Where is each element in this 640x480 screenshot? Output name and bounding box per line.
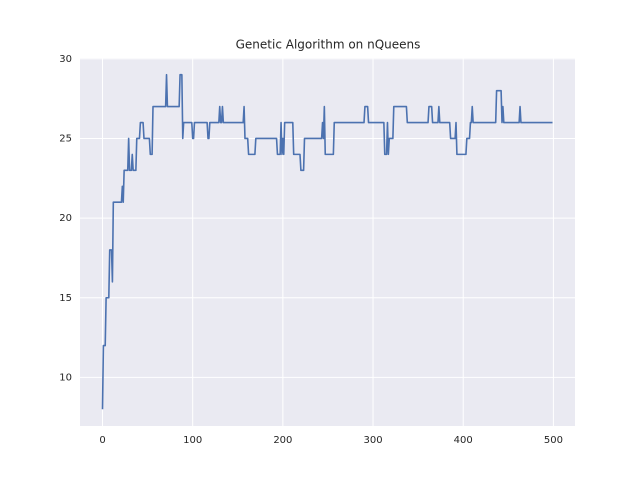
y-tick-label: 25 [59, 133, 72, 144]
x-tick-label: 0 [99, 435, 105, 446]
x-tick-label: 300 [363, 435, 382, 446]
y-tick-label: 30 [59, 54, 72, 65]
line [101, 73, 553, 410]
y-tick-label: 20 [59, 213, 72, 224]
x-tick-label: 100 [183, 435, 202, 446]
y-tick-label: 10 [59, 372, 72, 383]
chart-title: Genetic Algorithm on nQueens [236, 38, 421, 52]
x-tick-label: 400 [454, 435, 473, 446]
plot-area [80, 58, 575, 426]
x-tick-label: 200 [273, 435, 292, 446]
y-tick-label: 15 [59, 293, 72, 304]
x-tick-label: 500 [544, 435, 563, 446]
